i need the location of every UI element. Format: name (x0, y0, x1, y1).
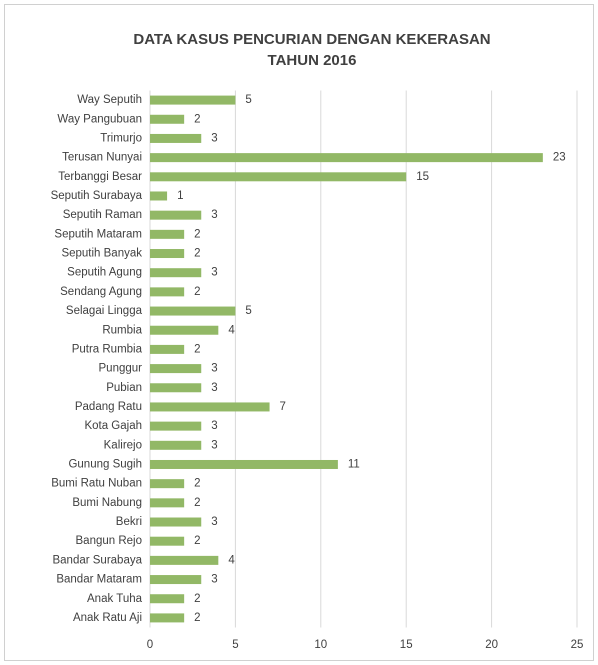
y-tick-label: Seputih Mataram (54, 228, 142, 240)
bar (150, 613, 185, 623)
data-label: 2 (194, 228, 200, 240)
y-tick-label: Seputih Banyak (61, 248, 142, 260)
y-tick-label: Punggur (99, 363, 143, 375)
bar (150, 402, 270, 412)
x-tick-label: 0 (147, 639, 153, 651)
data-label: 4 (228, 554, 235, 566)
y-tick-label: Trimurjo (100, 132, 142, 144)
y-tick-label: Putra Rumbia (72, 343, 143, 355)
y-tick-label: Anak Tuha (87, 593, 143, 605)
data-label: 5 (245, 305, 251, 317)
data-label: 2 (194, 343, 200, 355)
bar (150, 114, 185, 124)
x-tick-label: 5 (232, 639, 238, 651)
data-label: 3 (211, 382, 217, 394)
data-label: 3 (211, 574, 217, 586)
data-label: 15 (416, 171, 429, 183)
data-label: 3 (211, 209, 217, 221)
x-tick-label: 15 (400, 639, 413, 651)
bar (150, 594, 185, 604)
bar (150, 536, 185, 546)
data-label: 2 (194, 248, 200, 260)
bar (150, 344, 185, 354)
bar (150, 421, 202, 431)
data-label: 3 (211, 439, 217, 451)
chart-frame (4, 4, 594, 661)
bar (150, 459, 338, 469)
data-label: 2 (194, 497, 200, 509)
data-label: 2 (194, 113, 200, 125)
x-tick-label: 25 (571, 639, 584, 651)
y-tick-label: Sendang Agung (60, 286, 142, 298)
data-label: 2 (194, 286, 200, 298)
y-tick-label: Bumi Ratu Nuban (51, 478, 142, 490)
bar (150, 325, 219, 335)
y-tick-label: Padang Ratu (75, 401, 142, 413)
data-label: 3 (211, 516, 217, 528)
chart-title: TAHUN 2016 (268, 52, 357, 69)
y-tick-label: Seputih Raman (63, 209, 142, 221)
y-tick-label: Terusan Nunyai (62, 152, 142, 164)
bar (150, 364, 202, 374)
y-tick-label: Kalirejo (104, 439, 142, 451)
bar (150, 249, 185, 259)
bar (150, 133, 202, 143)
data-label: 4 (228, 324, 235, 336)
y-tick-label: Way Seputih (77, 94, 142, 106)
bar (150, 191, 168, 201)
y-tick-label: Selagai Lingga (66, 305, 143, 317)
data-label: 1 (177, 190, 183, 202)
data-label: 3 (211, 132, 217, 144)
bar (150, 479, 185, 489)
y-tick-label: Bandar Surabaya (52, 554, 142, 566)
data-label: 3 (211, 267, 217, 279)
data-label: 23 (553, 152, 566, 164)
bar (150, 517, 202, 527)
bar (150, 268, 202, 278)
x-tick-label: 10 (314, 639, 327, 651)
y-tick-label: Gunung Sugih (68, 459, 142, 471)
y-tick-label: Way Pangubuan (57, 113, 142, 125)
chart-title: DATA KASUS PENCURIAN DENGAN KEKERASAN (133, 31, 490, 48)
data-label: 7 (280, 401, 286, 413)
data-label: 5 (245, 94, 251, 106)
y-tick-label: Seputih Agung (67, 267, 142, 279)
bar (150, 498, 185, 508)
data-label: 11 (348, 459, 360, 471)
data-label: 2 (194, 478, 200, 490)
bar (150, 287, 185, 297)
bar (150, 172, 407, 182)
bar (150, 210, 202, 220)
bar (150, 306, 236, 316)
data-label: 3 (211, 420, 217, 432)
data-label: 2 (194, 593, 200, 605)
data-label: 2 (194, 535, 200, 547)
y-tick-label: Kota Gajah (84, 420, 142, 432)
y-tick-label: Bangun Rejo (76, 535, 143, 547)
bar (150, 575, 202, 585)
data-label: 2 (194, 612, 200, 624)
y-tick-label: Rumbia (102, 324, 142, 336)
data-label: 3 (211, 363, 217, 375)
bar (150, 95, 236, 105)
x-tick-label: 20 (485, 639, 498, 651)
y-tick-label: Seputih Surabaya (51, 190, 143, 202)
bar (150, 153, 543, 163)
y-tick-label: Anak Ratu Aji (73, 612, 142, 624)
bar (150, 229, 185, 239)
bar (150, 383, 202, 393)
bar (150, 555, 219, 565)
bar (150, 440, 202, 450)
y-tick-label: Bekri (116, 516, 142, 528)
y-tick-label: Pubian (106, 382, 142, 394)
y-tick-label: Bandar Mataram (56, 574, 142, 586)
y-tick-label: Terbanggi Besar (58, 171, 142, 183)
y-tick-label: Bumi Nabung (72, 497, 142, 509)
